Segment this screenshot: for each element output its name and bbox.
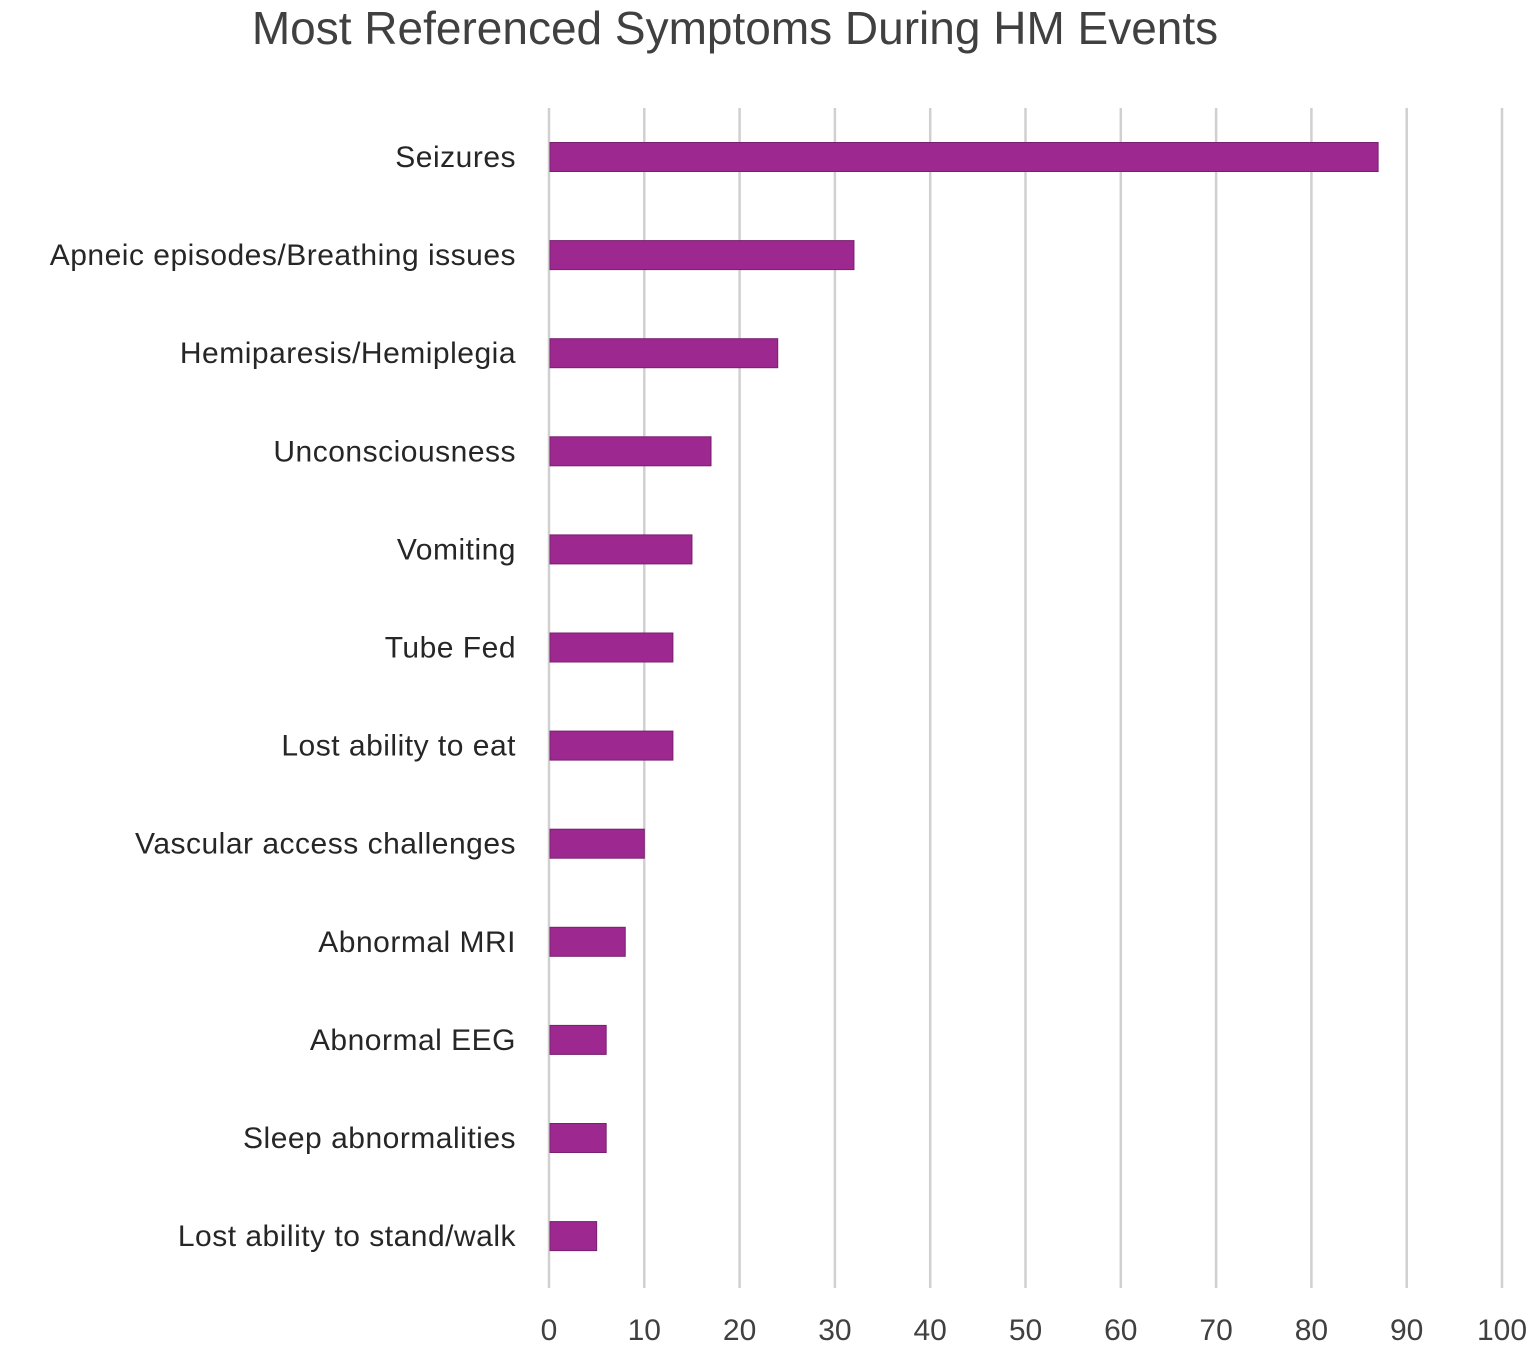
category-label-8: Abnormal MRI	[318, 926, 516, 959]
x-axis-tick-labels: 0 10 20 30 40 50 60 70 80 90 100	[541, 1314, 1527, 1347]
x-tick-label-30: 30	[818, 1314, 851, 1347]
bar-3	[549, 436, 712, 467]
bars	[549, 142, 1379, 1252]
bar-1	[549, 240, 855, 271]
x-tick-label-50: 50	[1009, 1314, 1042, 1347]
bar-5	[549, 632, 674, 663]
category-label-6: Lost ability to eat	[281, 730, 516, 763]
bar-2	[549, 338, 779, 369]
bar-9	[549, 1024, 607, 1055]
bar-6	[549, 730, 674, 761]
x-tick-label-80: 80	[1295, 1314, 1328, 1347]
category-labels: Seizures Apneic episodes/Breathing issues…	[50, 141, 517, 1253]
category-label-0: Seizures	[395, 141, 516, 174]
x-tick-label-40: 40	[914, 1314, 947, 1347]
x-tick-label-20: 20	[723, 1314, 756, 1347]
x-tick-label-0: 0	[541, 1314, 558, 1347]
category-label-4: Vomiting	[397, 533, 516, 566]
bar-10	[549, 1123, 607, 1153]
x-tick-label-100: 100	[1477, 1314, 1527, 1347]
category-label-10: Sleep abnormalities	[243, 1122, 516, 1155]
category-label-11: Lost ability to stand/walk	[178, 1220, 517, 1253]
category-label-1: Apneic episodes/Breathing issues	[50, 239, 516, 272]
category-label-2: Hemiparesis/Hemiplegia	[180, 337, 516, 370]
category-label-9: Abnormal EEG	[310, 1024, 516, 1057]
category-label-7: Vascular access challenges	[135, 828, 516, 861]
bar-11	[549, 1221, 598, 1252]
bar-8	[549, 926, 626, 957]
x-tick-label-10: 10	[628, 1314, 661, 1347]
bar-7	[549, 828, 645, 859]
bar-0	[549, 142, 1379, 172]
gridlines	[547, 108, 1504, 1288]
chart-title: Most Referenced Symptoms During HM Event…	[252, 2, 1218, 54]
x-tick-label-60: 60	[1104, 1314, 1137, 1347]
category-label-5: Tube Fed	[385, 632, 516, 665]
bar-4	[549, 534, 693, 565]
x-tick-label-70: 70	[1199, 1314, 1232, 1347]
category-label-3: Unconsciousness	[273, 435, 516, 468]
x-tick-label-90: 90	[1390, 1314, 1423, 1347]
